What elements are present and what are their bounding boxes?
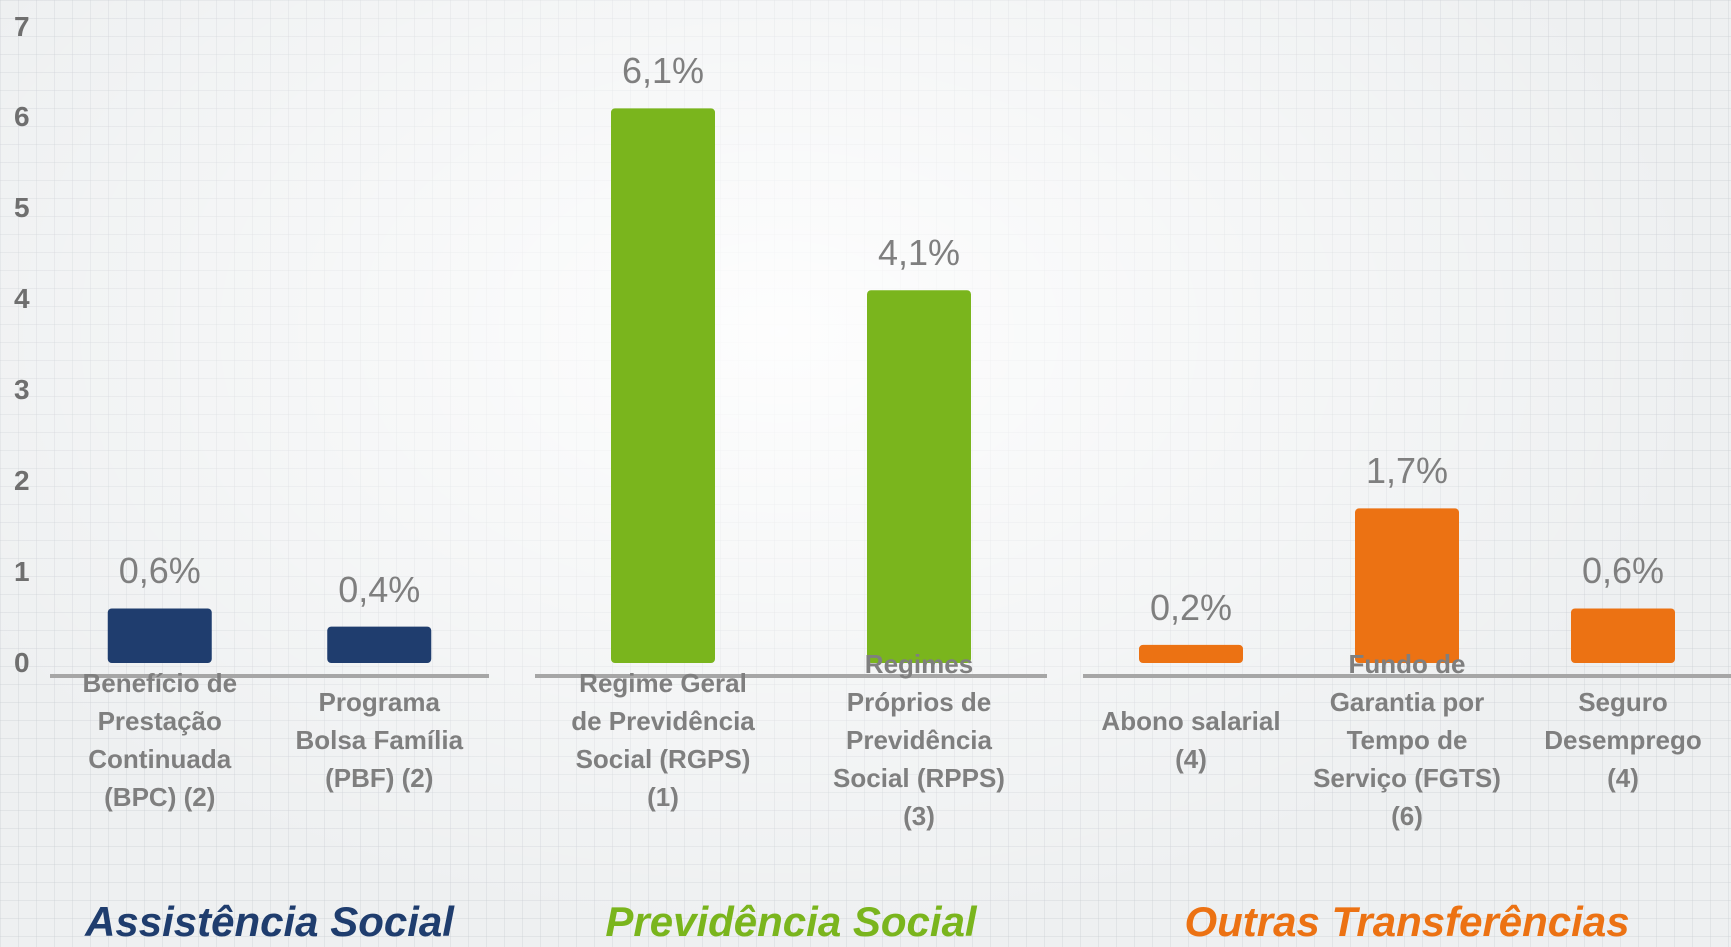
y-tick-label: 4	[14, 283, 30, 315]
value-label: 0,6%	[118, 550, 201, 592]
value-label: 0,6%	[1581, 550, 1665, 592]
bar	[1139, 644, 1243, 663]
group-label: Previdência Social	[605, 898, 977, 945]
x-tick-label: Regime Geral de Previdência Social (RGPS…	[571, 668, 755, 812]
group-label: Assistência Social	[85, 898, 454, 945]
y-tick-label: 5	[14, 192, 30, 224]
value-label: 6,1%	[621, 50, 705, 92]
value-label: 1,7%	[1365, 450, 1449, 492]
y-tick-label: 6	[14, 101, 30, 133]
bar	[1571, 608, 1675, 663]
bar	[867, 290, 971, 663]
y-tick-label: 7	[14, 10, 30, 42]
value-label: 0,4%	[338, 568, 421, 610]
y-tick-label: 1	[14, 556, 30, 588]
x-tick-label: Regimes Próprios de Previdência Social (…	[833, 649, 1005, 831]
y-tick-label: 0	[14, 647, 30, 678]
x-tick-label: Fundo de Garantia por Tempo de Serviço (…	[1313, 649, 1501, 831]
bar	[1355, 508, 1459, 663]
x-tick-label: Benefício de Prestação Continuada (BPC) …	[82, 668, 238, 812]
x-tick-label: Abono salarial (4)	[1101, 706, 1281, 774]
y-tick-label: 3	[14, 374, 30, 406]
bar	[327, 626, 432, 663]
bar	[107, 608, 212, 663]
x-tick-label: Programa Bolsa Família (PBF) (2)	[295, 687, 464, 793]
value-label: 4,1%	[877, 232, 961, 274]
y-tick-label: 2	[14, 465, 30, 497]
x-tick-label: Seguro Desemprego (4)	[1544, 687, 1702, 793]
group-label: Outras Transferências	[1184, 898, 1630, 945]
bar	[611, 108, 715, 664]
value-label: 0,2%	[1149, 586, 1233, 628]
